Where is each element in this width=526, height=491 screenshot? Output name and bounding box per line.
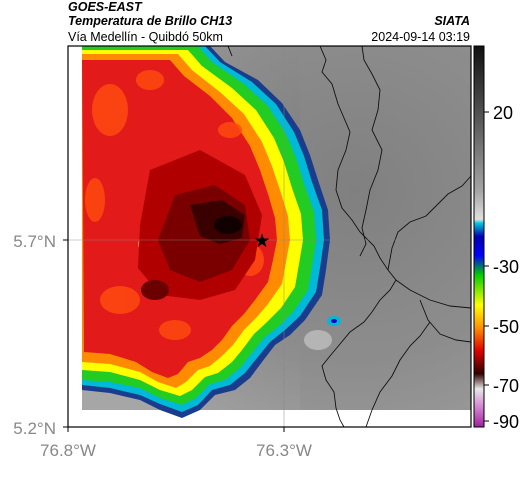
x-tick-label: 76.3°W xyxy=(256,441,312,460)
colorbar-tick: -50 xyxy=(493,317,519,337)
star-icon xyxy=(254,233,270,248)
source-label: GOES-EAST xyxy=(68,0,142,14)
map-gridlines xyxy=(68,46,471,427)
product-title: Temperatura de Brillo CH13 xyxy=(68,14,233,28)
map-frame xyxy=(67,45,472,428)
y-tick-label: 5.2°N xyxy=(13,419,56,438)
colorbar-tick: -90 xyxy=(493,412,519,432)
timestamp: 2024-09-14 03:19 xyxy=(371,30,470,44)
x-tick-label: 76.8°W xyxy=(40,441,96,460)
map-panel xyxy=(68,46,471,427)
colorbar-tick: -70 xyxy=(493,376,519,396)
agency-label: SIATA xyxy=(434,14,470,28)
political-boundaries xyxy=(227,46,471,427)
colorbar: 20 -30 -50 -70 -90 xyxy=(473,45,519,432)
colorbar-tick: -30 xyxy=(493,257,519,277)
colorbar-tick: 20 xyxy=(493,103,513,123)
y-tick-label: 5.7°N xyxy=(13,232,56,251)
storm-core-dark xyxy=(138,150,262,300)
storm-core-texture xyxy=(85,70,264,340)
region-subtitle: Vía Medellín - Quibdó 50km xyxy=(68,30,223,44)
